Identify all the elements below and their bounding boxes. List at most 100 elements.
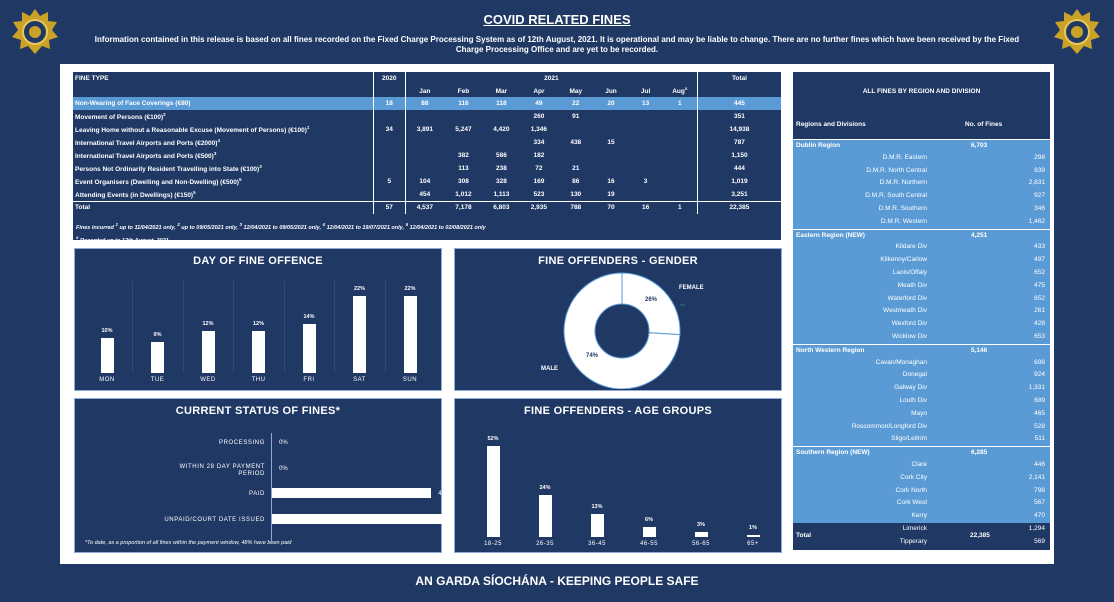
- division-row: Tipperary 569: [793, 536, 1050, 549]
- cell-2020: 5: [373, 175, 406, 188]
- division-row: Westmeath Div 261: [793, 305, 1050, 318]
- month-cell: 104: [419, 178, 431, 185]
- month-cell: 3,891: [416, 126, 433, 133]
- month-cell: 1,113: [493, 190, 510, 198]
- division-value: 346: [1034, 205, 1045, 212]
- region-total: 6,285: [971, 449, 988, 457]
- division-name: Kerry: [911, 512, 927, 520]
- month-cell: 2,935: [519, 200, 559, 214]
- month-cell: 5,247: [455, 126, 472, 133]
- bar-value-label: 14%: [303, 314, 315, 320]
- month-cell: [405, 149, 443, 162]
- division-value: 927: [1034, 192, 1045, 200]
- division-row: Wicklow Div 653: [793, 331, 1050, 344]
- gridline: [384, 281, 386, 373]
- cell-2020: [373, 110, 406, 123]
- division-name: D.M.R. Southern: [878, 205, 927, 212]
- cell-2020: [373, 162, 406, 175]
- pie-slice-female: [621, 272, 681, 336]
- page-subtitle: Information contained in this release is…: [94, 35, 1020, 54]
- month-cell: [662, 175, 698, 188]
- month-cell: 88: [405, 97, 444, 110]
- gender-pct-female: 26%: [645, 297, 658, 303]
- x-tick-label: 56-65: [692, 541, 710, 547]
- division-row: Sligo/Leitrim 511: [793, 433, 1050, 446]
- division-name: Clare: [911, 461, 927, 468]
- division-row: Louth Div 689: [793, 395, 1050, 408]
- division-name: Westmeath Div: [883, 307, 927, 315]
- cell-2020: [373, 136, 406, 149]
- bar-value-label: 12%: [252, 321, 264, 327]
- chart-title: DAY OF FINE OFFENCE: [193, 255, 323, 267]
- division-value: 511: [1034, 435, 1045, 443]
- month-cell: [662, 188, 698, 201]
- footer-slogan: AN GARDA SÍOCHÁNA - KEEPING PEOPLE SAFE: [415, 574, 699, 588]
- fine-type-cell: Attending Events (in Dwellings) (€150)5: [73, 188, 374, 201]
- x-tick-label: FRI: [303, 377, 315, 383]
- bar: [538, 495, 552, 537]
- region-total: 6,703: [971, 142, 988, 149]
- month-cell: [405, 110, 443, 123]
- division-value: 497: [1034, 256, 1045, 264]
- division-value: 798: [1034, 486, 1045, 494]
- division-row: Kilkenny/Carlow 497: [793, 254, 1050, 267]
- month-cell: [444, 136, 483, 149]
- month-header-row: Jan Feb Mar Apr May Jun Jul Augx: [73, 85, 781, 97]
- month-cell: 169: [533, 178, 545, 185]
- bar-value-label: 24%: [539, 485, 551, 491]
- month-cell: 118: [483, 97, 520, 110]
- division-name: Louth Div: [899, 397, 927, 404]
- division-row: Cavan/Monaghan 698: [793, 357, 1050, 370]
- month-cell: 4,537: [405, 200, 444, 214]
- status-category-label: PROCESSING: [218, 440, 265, 446]
- fine-type-cell: Non-Wearing of Face Coverings (€80): [73, 97, 374, 110]
- month-cell: [483, 136, 520, 149]
- row-total-cell: 351: [734, 113, 745, 120]
- day-of-offence-chart: DAY OF FINE OFFENCE 10% MON 9% TUE 12% WED 12%…: [74, 248, 442, 391]
- month-label: Apr: [533, 87, 545, 95]
- division-value: 298: [1034, 153, 1045, 161]
- bar: [746, 535, 760, 537]
- axis-line: [271, 433, 272, 541]
- x-tick-label: MON: [99, 377, 115, 383]
- status-chart: CURRENT STATUS OF FINES* PROCESSING 0% WIT…: [74, 398, 467, 553]
- month-cell: [593, 110, 628, 123]
- division-row: Meath Div 475: [793, 280, 1050, 293]
- month-cell: [629, 149, 663, 162]
- status-category-label: WITHIN 28 DAY PAYMENT PERIOD: [179, 464, 265, 477]
- division-name: D.M.R. Northern: [879, 179, 927, 187]
- month-cell: 1: [662, 97, 698, 110]
- division-row: D.M.R. South Central 927: [793, 190, 1050, 203]
- x-tick-label: TUE: [150, 377, 165, 383]
- region-name: North Western Region: [796, 346, 865, 354]
- bar-value-label: 1%: [749, 525, 757, 531]
- division-value: 528: [1034, 422, 1045, 430]
- table-row: Event Organisers (Dwelling and Non-Dwell…: [73, 175, 781, 188]
- col-fine-type: FINE TYPE: [73, 72, 374, 85]
- col-2020: 2020: [373, 72, 406, 85]
- x-tick-label: THU: [251, 377, 266, 383]
- month-cell: 454: [419, 190, 431, 198]
- gender-donut: [563, 272, 685, 389]
- month-cell: 49: [519, 97, 559, 110]
- month-cell: 70: [593, 200, 629, 214]
- bar: [353, 296, 366, 373]
- month-cell: [593, 149, 628, 162]
- month-cell: 19: [607, 190, 615, 198]
- fines-table: FINE TYPE 2020 2021 Total Jan Feb Mar Ap…: [73, 72, 781, 214]
- gender-legend-female: FEMALE: [679, 285, 704, 291]
- division-row: Kildare Div 433: [793, 241, 1050, 254]
- gridline: [334, 281, 336, 373]
- region-name: Dublin Region: [796, 142, 841, 149]
- region-list: Dublin Region 6,703 D.M.R. Eastern 298 D.M.R…: [793, 139, 1050, 545]
- grand-total-cell: 22,385: [697, 200, 781, 214]
- region-group-row: Southern Region (NEW) 6,285: [793, 446, 1050, 459]
- division-row: Wexford Div 428: [793, 318, 1050, 331]
- month-cell: [662, 162, 698, 175]
- division-value: 567: [1034, 499, 1045, 507]
- region-total: 4,251: [971, 231, 988, 239]
- status-pct-label: 0%: [279, 440, 288, 446]
- bar: [151, 341, 164, 373]
- fine-type-cell: International Travel Airports and Ports …: [73, 149, 374, 162]
- month-cell: [629, 123, 663, 136]
